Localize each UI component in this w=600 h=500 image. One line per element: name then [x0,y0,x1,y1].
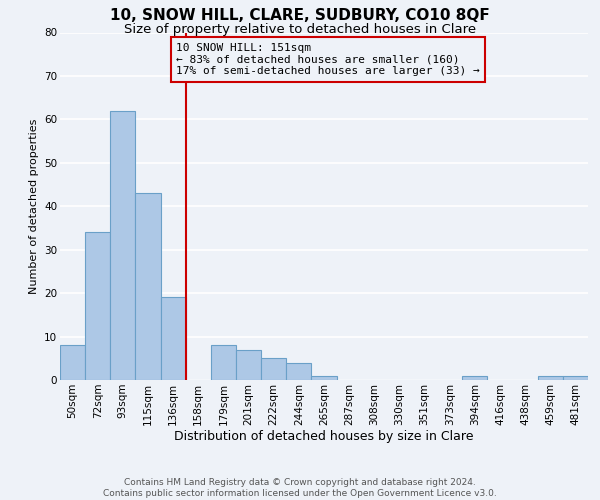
Text: Contains HM Land Registry data © Crown copyright and database right 2024.
Contai: Contains HM Land Registry data © Crown c… [103,478,497,498]
Bar [311,376,337,380]
Bar [161,298,186,380]
Bar [286,362,311,380]
Bar [211,345,236,380]
Text: 10, SNOW HILL, CLARE, SUDBURY, CO10 8QF: 10, SNOW HILL, CLARE, SUDBURY, CO10 8QF [110,8,490,22]
Bar [462,376,487,380]
Bar [261,358,286,380]
Bar [563,376,588,380]
Text: 10 SNOW HILL: 151sqm
← 83% of detached houses are smaller (160)
17% of semi-deta: 10 SNOW HILL: 151sqm ← 83% of detached h… [176,43,480,76]
X-axis label: Distribution of detached houses by size in Clare: Distribution of detached houses by size … [174,430,474,444]
Y-axis label: Number of detached properties: Number of detached properties [29,118,38,294]
Bar [538,376,563,380]
Bar [85,232,110,380]
Bar [60,345,85,380]
Text: Size of property relative to detached houses in Clare: Size of property relative to detached ho… [124,22,476,36]
Bar [136,193,161,380]
Bar [110,110,136,380]
Bar [236,350,261,380]
